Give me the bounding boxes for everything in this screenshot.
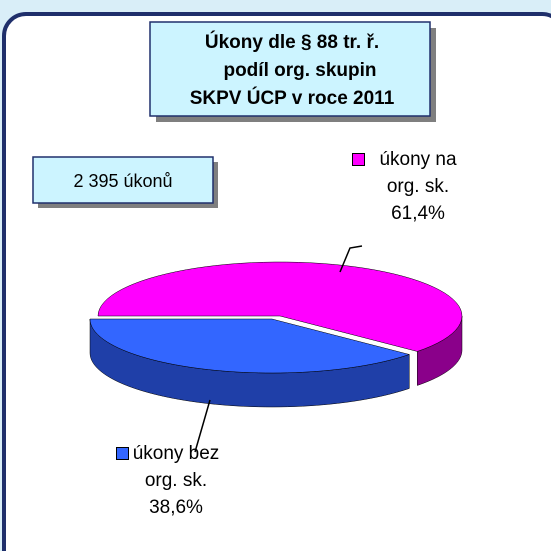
pie — [89, 261, 463, 408]
value-label: 61,4% — [391, 203, 445, 224]
chart-title: Úkony dle § 88 tr. ř. — [205, 31, 379, 53]
annotation-box — [32, 156, 214, 204]
legend-swatch — [352, 153, 365, 166]
leader-line — [339, 245, 363, 273]
category-label: úkony na org. sk. — [379, 149, 457, 197]
chart-title: podíl org. skupin — [223, 60, 376, 81]
legend-swatch — [116, 447, 129, 460]
value-label: 38,6% — [149, 497, 203, 518]
chart-title: SKPV ÚCP v roce 2011 — [190, 87, 395, 109]
slice-label: úkony bez org. sk. 38,6% — [126, 440, 226, 521]
slice — [89, 318, 411, 374]
slice — [97, 261, 463, 352]
leader-line — [194, 399, 211, 453]
annotation: 2 395 úkonů — [73, 171, 172, 191]
title-box — [149, 21, 431, 117]
slice-label: úkony na org. sk. 61,4% — [368, 146, 468, 227]
category-label: úkony bez org. sk. — [132, 443, 220, 491]
